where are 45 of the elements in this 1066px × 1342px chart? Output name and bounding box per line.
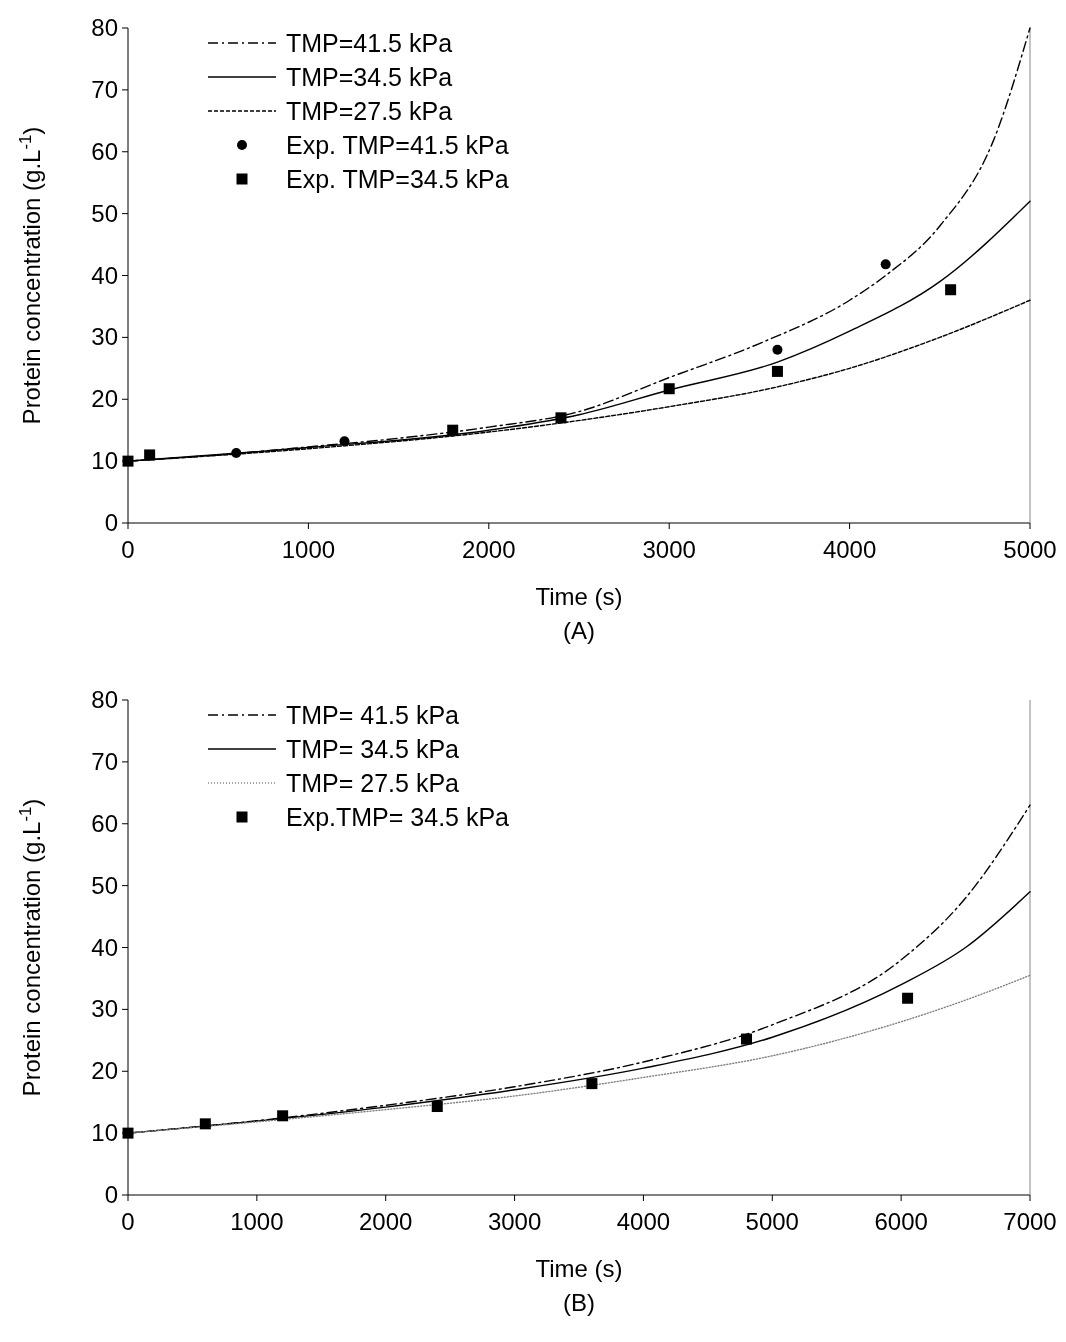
legend-label: Exp. TMP=34.5 kPa xyxy=(286,165,509,193)
y-tick-label: 60 xyxy=(91,809,118,837)
x-axis-title: Time (s) xyxy=(535,1255,623,1282)
x-tick-label: 3000 xyxy=(642,536,696,563)
x-tick-label: 1000 xyxy=(281,536,336,563)
y-tick-label: 30 xyxy=(91,323,118,351)
y-tick-label: 30 xyxy=(91,995,118,1023)
y-tick-label: 60 xyxy=(91,137,118,165)
x-tick-label: 4000 xyxy=(822,536,877,563)
legend-label: TMP=27.5 kPa xyxy=(286,97,453,125)
y-tick-label: 80 xyxy=(91,686,118,713)
x-tick-label: 5000 xyxy=(1003,536,1057,563)
y-tick-label: 50 xyxy=(91,871,118,899)
y-tick-label: 0 xyxy=(104,1181,118,1208)
legend-label: TMP= 27.5 kPa xyxy=(286,769,460,797)
legend-label: Exp. TMP=41.5 kPa xyxy=(286,131,509,159)
y-tick-label: 10 xyxy=(91,447,118,475)
y-tick-label: 40 xyxy=(91,933,118,961)
x-tick-label: 4000 xyxy=(616,1208,671,1235)
y-tick-label: 70 xyxy=(91,75,118,103)
x-axis-title: Time (s) xyxy=(535,583,623,610)
y-tick-label: 10 xyxy=(91,1119,118,1147)
text: (A) xyxy=(563,617,595,644)
legend-label: TMP=34.5 kPa xyxy=(286,63,453,91)
x-tick-label: 2000 xyxy=(359,1208,413,1235)
y-tick-label: 40 xyxy=(91,261,118,289)
x-tick-label: 1000 xyxy=(230,1208,284,1235)
y-tick-label: 0 xyxy=(104,509,118,536)
y-tick-label: 70 xyxy=(91,747,118,775)
x-tick-label: 3000 xyxy=(487,1208,542,1235)
legend-label: TMP= 41.5 kPa xyxy=(286,701,460,729)
y-tick-label: 80 xyxy=(91,14,118,41)
legend-label: TMP=41.5 kPa xyxy=(286,29,453,57)
x-tick-label: 0 xyxy=(121,536,135,563)
x-tick-label: 6000 xyxy=(874,1208,928,1235)
y-tick-label: 50 xyxy=(91,199,118,227)
legend-label: TMP= 34.5 kPa xyxy=(286,735,460,763)
y-tick-label: 20 xyxy=(91,1057,118,1085)
legend-label: Exp.TMP= 34.5 kPa xyxy=(286,803,510,831)
x-tick-label: 0 xyxy=(121,1208,135,1235)
text: (B) xyxy=(563,1289,595,1316)
x-tick-label: 7000 xyxy=(1003,1208,1057,1235)
x-tick-label: 2000 xyxy=(462,536,516,563)
y-tick-label: 20 xyxy=(91,385,118,413)
x-tick-label: 5000 xyxy=(745,1208,799,1235)
